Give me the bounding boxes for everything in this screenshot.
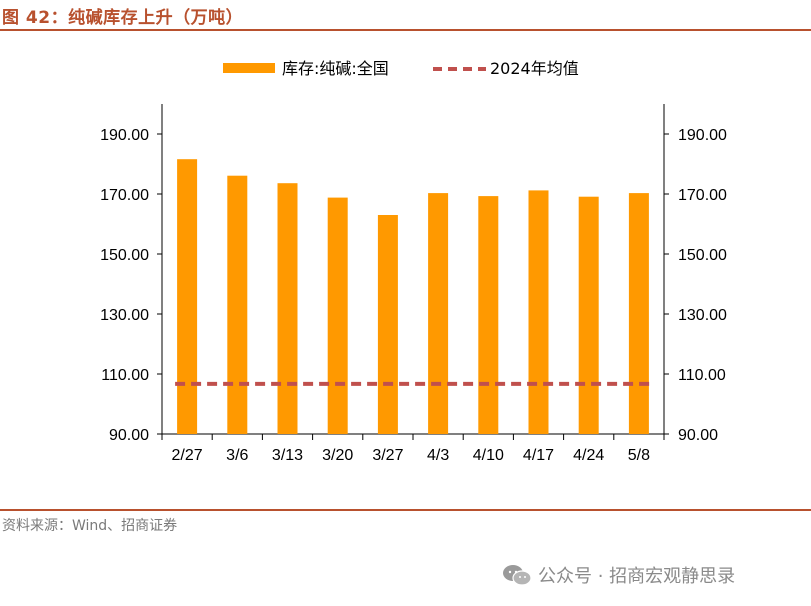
x-axis-ticks: 2/27 3/6 3/13 3/20 3/27 4/3 4/10 4/17 4/24 5/8 <box>161 434 665 464</box>
x-tick-label: 3/27 <box>372 447 403 464</box>
left-y-tick-label: 170.00 <box>100 187 149 204</box>
x-tick-label: 4/24 <box>573 447 604 464</box>
source-note: 资料来源：Wind、招商证券 <box>2 518 178 534</box>
inventory-bar <box>478 196 499 434</box>
right-y-tick-label: 170.00 <box>678 187 727 204</box>
right-y-tick-label: 110.00 <box>678 367 726 384</box>
left-y-tick-label: 110.00 <box>101 367 149 384</box>
legend-bar-swatch <box>223 63 275 73</box>
wechat-icon <box>503 565 532 586</box>
inventory-bar <box>327 197 348 434</box>
left-y-tick-label: 190.00 <box>100 127 149 144</box>
watermark: 公众号 · 招商宏观静思录 <box>502 562 735 588</box>
x-tick-label: 4/3 <box>427 447 449 464</box>
inventory-bar <box>578 196 599 434</box>
right-y-tick-label: 130.00 <box>678 307 727 324</box>
x-tick-label: 2/27 <box>172 447 203 464</box>
top-divider <box>0 29 811 31</box>
left-y-tick-label: 130.00 <box>100 307 149 324</box>
chart-legend: 库存:纯碱:全国 2024年均值 <box>223 59 579 78</box>
inventory-bar <box>227 175 248 434</box>
watermark-text: 公众号 · 招商宏观静思录 <box>538 566 736 587</box>
legend-line-label: 2024年均值 <box>490 59 579 78</box>
x-tick-label: 4/10 <box>473 447 504 464</box>
inventory-bar <box>277 183 298 434</box>
x-tick-label: 5/8 <box>628 447 650 464</box>
right-y-tick-label: 90.00 <box>678 427 718 444</box>
bar-series <box>177 159 649 434</box>
x-tick-label: 4/17 <box>523 447 554 464</box>
inventory-bar <box>628 193 649 434</box>
right-y-tick-label: 190.00 <box>678 127 727 144</box>
right-y-axis-ticks: 90.00 110.00 130.00 150.00 170.00 190.00 <box>664 127 727 444</box>
inventory-bar <box>377 215 398 434</box>
legend-bar-label: 库存:纯碱:全国 <box>282 59 389 78</box>
x-tick-label: 3/20 <box>322 447 353 464</box>
left-y-axis-ticks: 90.00 110.00 130.00 150.00 170.00 190.00 <box>100 127 162 444</box>
inventory-bar <box>428 193 449 434</box>
left-y-tick-label: 90.00 <box>109 427 149 444</box>
inventory-bar <box>528 190 549 434</box>
x-tick-label: 3/13 <box>272 447 303 464</box>
figure-header: 图 42：纯碱库存上升（万吨） <box>0 0 811 31</box>
inventory-chart: 库存:纯碱:全国 2024年均值 90.00 110.00 130.00 150.00… <box>100 59 727 464</box>
figure-title: 图 42：纯碱库存上升（万吨） <box>2 8 244 28</box>
inventory-bar <box>177 159 198 434</box>
bottom-divider <box>0 509 811 511</box>
right-y-tick-label: 150.00 <box>678 247 727 264</box>
left-y-tick-label: 150.00 <box>100 247 149 264</box>
x-tick-label: 3/6 <box>226 447 248 464</box>
